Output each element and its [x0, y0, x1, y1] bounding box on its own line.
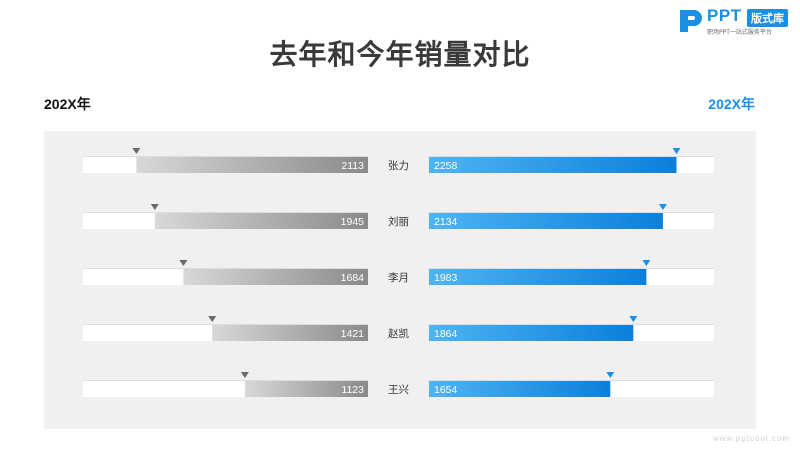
value-label-left: 1684 [341, 272, 365, 284]
track-right-edge [429, 212, 714, 213]
marker-left-icon [150, 204, 159, 210]
chart-panel: 2113 2258 张力 1945 2134 刘丽 1684 1983 李月 1421 1864 赵凯… [44, 131, 756, 429]
legend-right-year: 202X年 [708, 96, 755, 112]
watermark: www.pptcool.com [712, 434, 790, 443]
logo-badge: 版式库 [747, 9, 788, 27]
value-label-left: 1945 [341, 216, 365, 228]
bar-left [154, 213, 368, 229]
marker-right-icon [658, 204, 667, 210]
bar-left [183, 269, 368, 285]
value-label-right: 1983 [434, 272, 458, 284]
track-right-edge [429, 380, 714, 381]
bar-left [212, 325, 368, 341]
marker-left-icon [240, 372, 249, 378]
legend-left-year: 202X年 [44, 96, 91, 112]
value-label-right: 2258 [434, 160, 458, 172]
category-label: 赵凯 [388, 327, 409, 340]
bar-right [429, 269, 647, 285]
value-label-left: 1123 [341, 384, 364, 396]
marker-left-icon [132, 148, 141, 154]
category-label: 刘丽 [388, 216, 409, 228]
bar-right [429, 157, 677, 173]
marker-right-icon [642, 260, 651, 266]
marker-right-icon [606, 372, 615, 378]
value-label-right: 1864 [434, 328, 458, 340]
category-label: 王兴 [388, 384, 409, 396]
logo-brand-text: PPT [707, 6, 742, 25]
bar-left [136, 157, 368, 173]
track-right-edge [429, 156, 714, 157]
bar-right [429, 381, 611, 397]
brand-logo: PPT 版式库 职场PPT一站式服务平台 [678, 6, 796, 36]
value-label-left: 2113 [341, 160, 364, 172]
bar-right [429, 213, 663, 229]
marker-right-icon [629, 316, 638, 322]
track-right-edge [429, 268, 714, 269]
marker-right-icon [672, 148, 681, 154]
logo-p-icon [680, 10, 702, 32]
butterfly-bar-chart: 2113 2258 张力 1945 2134 刘丽 1684 1983 李月 1421 1864 赵凯… [83, 148, 714, 397]
marker-left-icon [179, 260, 188, 266]
track-left-edge [83, 324, 368, 325]
value-label-right: 2134 [434, 216, 458, 228]
track-left-edge [83, 380, 368, 381]
logo-tagline: 职场PPT一站式服务平台 [707, 29, 772, 36]
bar-right [429, 325, 634, 341]
track-right-edge [429, 324, 714, 325]
value-label-left: 1421 [341, 328, 365, 340]
bar-left [244, 381, 368, 397]
page-title: 去年和今年销量对比 [269, 38, 531, 71]
track-left-edge [83, 156, 368, 157]
category-label: 李月 [388, 271, 409, 284]
marker-left-icon [208, 316, 217, 322]
track-left-edge [83, 268, 368, 269]
value-label-right: 1654 [434, 384, 458, 396]
track-left-edge [83, 212, 368, 213]
category-label: 张力 [388, 159, 409, 172]
